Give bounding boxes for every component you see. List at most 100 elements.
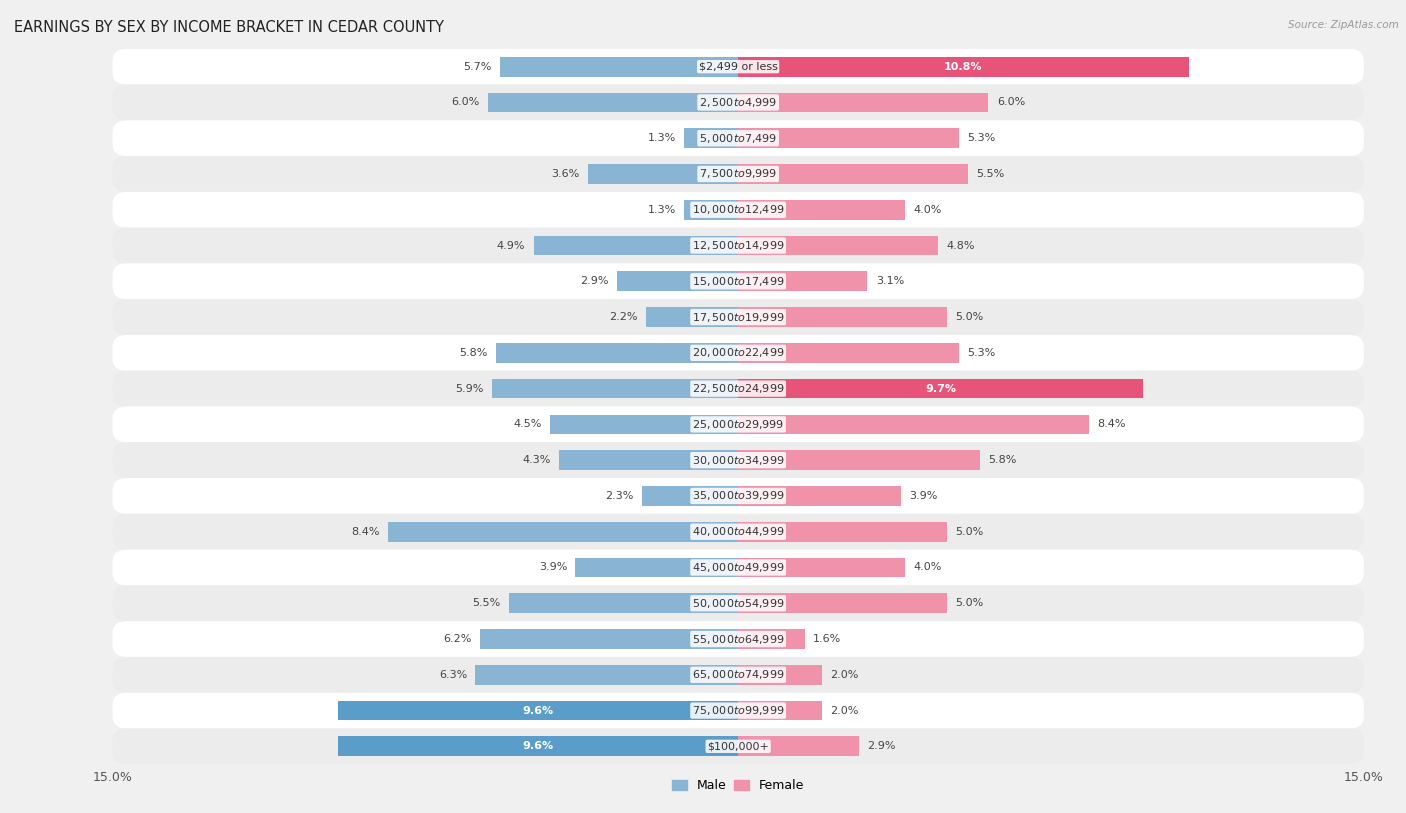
Bar (551, 415, 738, 434)
Text: $55,000 to $64,999: $55,000 to $64,999 (692, 633, 785, 646)
Bar (488, 93, 738, 112)
Text: 5.3%: 5.3% (967, 133, 995, 143)
Text: 9.6%: 9.6% (523, 706, 554, 715)
FancyBboxPatch shape (112, 192, 1364, 228)
Bar (647, 307, 738, 327)
Text: $25,000 to $29,999: $25,000 to $29,999 (692, 418, 785, 431)
Text: Source: ZipAtlas.com: Source: ZipAtlas.com (1288, 20, 1399, 30)
Bar (738, 701, 821, 720)
FancyBboxPatch shape (112, 585, 1364, 621)
Text: $50,000 to $54,999: $50,000 to $54,999 (692, 597, 785, 610)
Text: $75,000 to $99,999: $75,000 to $99,999 (692, 704, 785, 717)
Bar (738, 379, 1143, 398)
Text: 5.8%: 5.8% (460, 348, 488, 358)
Text: $30,000 to $34,999: $30,000 to $34,999 (692, 454, 785, 467)
Text: 2.0%: 2.0% (830, 670, 858, 680)
Text: $65,000 to $74,999: $65,000 to $74,999 (692, 668, 785, 681)
Bar (475, 665, 738, 685)
FancyBboxPatch shape (112, 156, 1364, 192)
Text: 8.4%: 8.4% (352, 527, 380, 537)
Text: $20,000 to $22,499: $20,000 to $22,499 (692, 346, 785, 359)
Text: 5.0%: 5.0% (955, 527, 983, 537)
FancyBboxPatch shape (112, 120, 1364, 156)
Bar (738, 665, 821, 685)
Text: 1.3%: 1.3% (647, 205, 675, 215)
FancyBboxPatch shape (112, 49, 1364, 85)
FancyBboxPatch shape (112, 550, 1364, 585)
Bar (501, 57, 738, 76)
Text: 2.3%: 2.3% (606, 491, 634, 501)
Text: $7,500 to $9,999: $7,500 to $9,999 (699, 167, 778, 180)
Text: 5.8%: 5.8% (988, 455, 1017, 465)
Text: 3.1%: 3.1% (876, 276, 904, 286)
Bar (738, 236, 938, 255)
FancyBboxPatch shape (112, 514, 1364, 550)
FancyBboxPatch shape (112, 478, 1364, 514)
Bar (558, 450, 738, 470)
Text: 2.9%: 2.9% (868, 741, 896, 751)
Text: 1.6%: 1.6% (813, 634, 841, 644)
Bar (575, 558, 738, 577)
Bar (509, 593, 738, 613)
Bar (617, 272, 738, 291)
Text: $100,000+: $100,000+ (707, 741, 769, 751)
Text: $10,000 to $12,499: $10,000 to $12,499 (692, 203, 785, 216)
FancyBboxPatch shape (112, 263, 1364, 299)
Bar (738, 307, 946, 327)
FancyBboxPatch shape (112, 693, 1364, 728)
Text: 8.4%: 8.4% (1097, 420, 1125, 429)
Bar (738, 486, 901, 506)
Legend: Male, Female: Male, Female (666, 774, 810, 798)
FancyBboxPatch shape (112, 657, 1364, 693)
Bar (492, 379, 738, 398)
Text: 2.2%: 2.2% (610, 312, 638, 322)
Text: $2,499 or less: $2,499 or less (699, 62, 778, 72)
Bar (643, 486, 738, 506)
Bar (738, 450, 980, 470)
Text: 9.7%: 9.7% (925, 384, 956, 393)
Text: 5.7%: 5.7% (464, 62, 492, 72)
Text: 3.9%: 3.9% (910, 491, 938, 501)
Text: 6.2%: 6.2% (443, 634, 471, 644)
Bar (738, 200, 905, 220)
Text: $12,500 to $14,999: $12,500 to $14,999 (692, 239, 785, 252)
Bar (738, 272, 868, 291)
FancyBboxPatch shape (112, 442, 1364, 478)
Bar (588, 164, 738, 184)
Bar (683, 128, 738, 148)
Bar (738, 93, 988, 112)
Text: 9.6%: 9.6% (523, 741, 554, 751)
Text: 2.0%: 2.0% (830, 706, 858, 715)
Text: 4.0%: 4.0% (914, 205, 942, 215)
Text: 1.3%: 1.3% (647, 133, 675, 143)
Text: 5.0%: 5.0% (955, 312, 983, 322)
FancyBboxPatch shape (112, 728, 1364, 764)
Text: 5.5%: 5.5% (472, 598, 501, 608)
Text: $22,500 to $24,999: $22,500 to $24,999 (692, 382, 785, 395)
Text: 5.0%: 5.0% (955, 598, 983, 608)
FancyBboxPatch shape (112, 406, 1364, 442)
Text: $40,000 to $44,999: $40,000 to $44,999 (692, 525, 785, 538)
Text: 4.0%: 4.0% (914, 563, 942, 572)
Text: $5,000 to $7,499: $5,000 to $7,499 (699, 132, 778, 145)
Text: EARNINGS BY SEX BY INCOME BRACKET IN CEDAR COUNTY: EARNINGS BY SEX BY INCOME BRACKET IN CED… (14, 20, 444, 35)
Text: 5.5%: 5.5% (976, 169, 1004, 179)
Bar (337, 737, 738, 756)
FancyBboxPatch shape (112, 85, 1364, 120)
Text: $35,000 to $39,999: $35,000 to $39,999 (692, 489, 785, 502)
Text: 10.8%: 10.8% (945, 62, 983, 72)
FancyBboxPatch shape (112, 299, 1364, 335)
Text: 4.9%: 4.9% (496, 241, 526, 250)
Bar (337, 701, 738, 720)
FancyBboxPatch shape (112, 335, 1364, 371)
Bar (534, 236, 738, 255)
Bar (496, 343, 738, 363)
Text: 4.8%: 4.8% (946, 241, 976, 250)
Text: 6.3%: 6.3% (439, 670, 467, 680)
Bar (738, 57, 1188, 76)
Text: $45,000 to $49,999: $45,000 to $49,999 (692, 561, 785, 574)
Text: 3.6%: 3.6% (551, 169, 579, 179)
Text: 4.3%: 4.3% (522, 455, 551, 465)
FancyBboxPatch shape (112, 228, 1364, 263)
Bar (738, 629, 804, 649)
